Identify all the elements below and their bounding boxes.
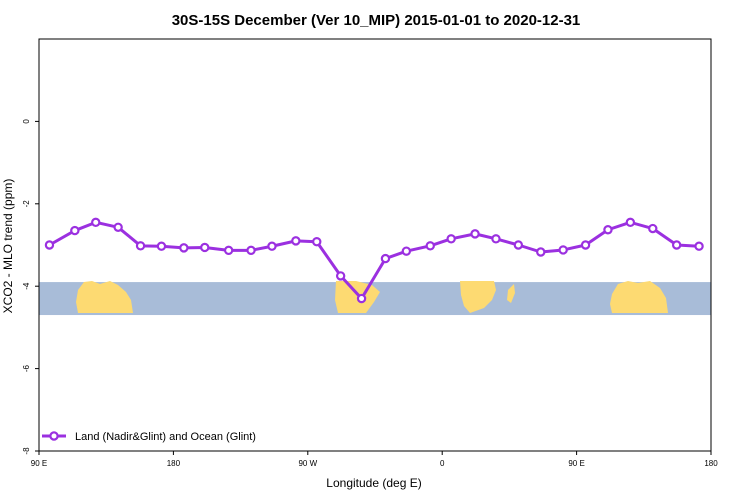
data-point (70, 225, 80, 236)
data-point (44, 240, 55, 250)
data-point (312, 237, 322, 247)
x-tick-label: 180 (167, 459, 181, 468)
data-point (491, 234, 501, 244)
chart-title: 30S-15S December (Ver 10_MIP) 2015-01-01… (172, 12, 581, 29)
y-tick-label: -2 (22, 200, 31, 208)
data-point (380, 253, 391, 264)
data-point (648, 223, 658, 234)
map-band (39, 281, 711, 316)
y-tick-label: -4 (22, 282, 31, 290)
series-layer (44, 217, 704, 304)
x-tick-label: 90 E (31, 459, 47, 468)
land-mass-3 (460, 281, 496, 313)
data-point (223, 245, 234, 256)
y-tick-label: -8 (22, 447, 31, 455)
data-point (91, 217, 101, 228)
land-mass-5 (610, 281, 668, 313)
land-mass-4 (507, 284, 515, 303)
y-tick-label: -6 (22, 364, 31, 372)
data-point (401, 246, 412, 256)
data-point (625, 217, 636, 228)
data-point (470, 229, 480, 239)
x-tick-label: 90 E (568, 459, 584, 468)
x-tick-label: 90 W (298, 459, 317, 468)
x-axis: 90 E 180 90 W 0 90 E 180 (31, 451, 718, 468)
data-point (603, 225, 613, 235)
data-point (156, 241, 167, 251)
y-axis-label: XCO2 - MLO trend (ppm) (1, 179, 15, 314)
data-point (558, 245, 568, 255)
legend-point-marker (49, 431, 59, 441)
land-mass-1 (76, 281, 133, 313)
data-point (179, 243, 189, 253)
data-point (536, 247, 546, 257)
data-point (200, 242, 210, 253)
legend-label: Land (Nadir&Glint) and Ocean (Glint) (75, 431, 256, 443)
data-point (446, 234, 456, 244)
x-tick-label: 180 (704, 459, 718, 468)
data-point (335, 271, 346, 281)
data-point (291, 236, 301, 246)
y-axis: 0 -2 -4 -6 -8 (22, 119, 39, 455)
x-axis-label: Longitude (deg E) (326, 476, 421, 490)
legend: Land (Nadir&Glint) and Ocean (Glint) (42, 431, 256, 443)
data-point (671, 240, 682, 250)
data-point (513, 240, 524, 250)
plot-frame (38, 38, 712, 452)
x-tick-label: 0 (440, 459, 445, 468)
data-point (356, 293, 367, 304)
data-point (425, 241, 435, 251)
y-tick-label: 0 (22, 119, 31, 124)
data-point (135, 241, 146, 251)
data-point (694, 241, 704, 251)
data-point (113, 222, 123, 232)
data-point (246, 245, 256, 256)
data-point (267, 241, 277, 251)
data-point (580, 240, 591, 250)
